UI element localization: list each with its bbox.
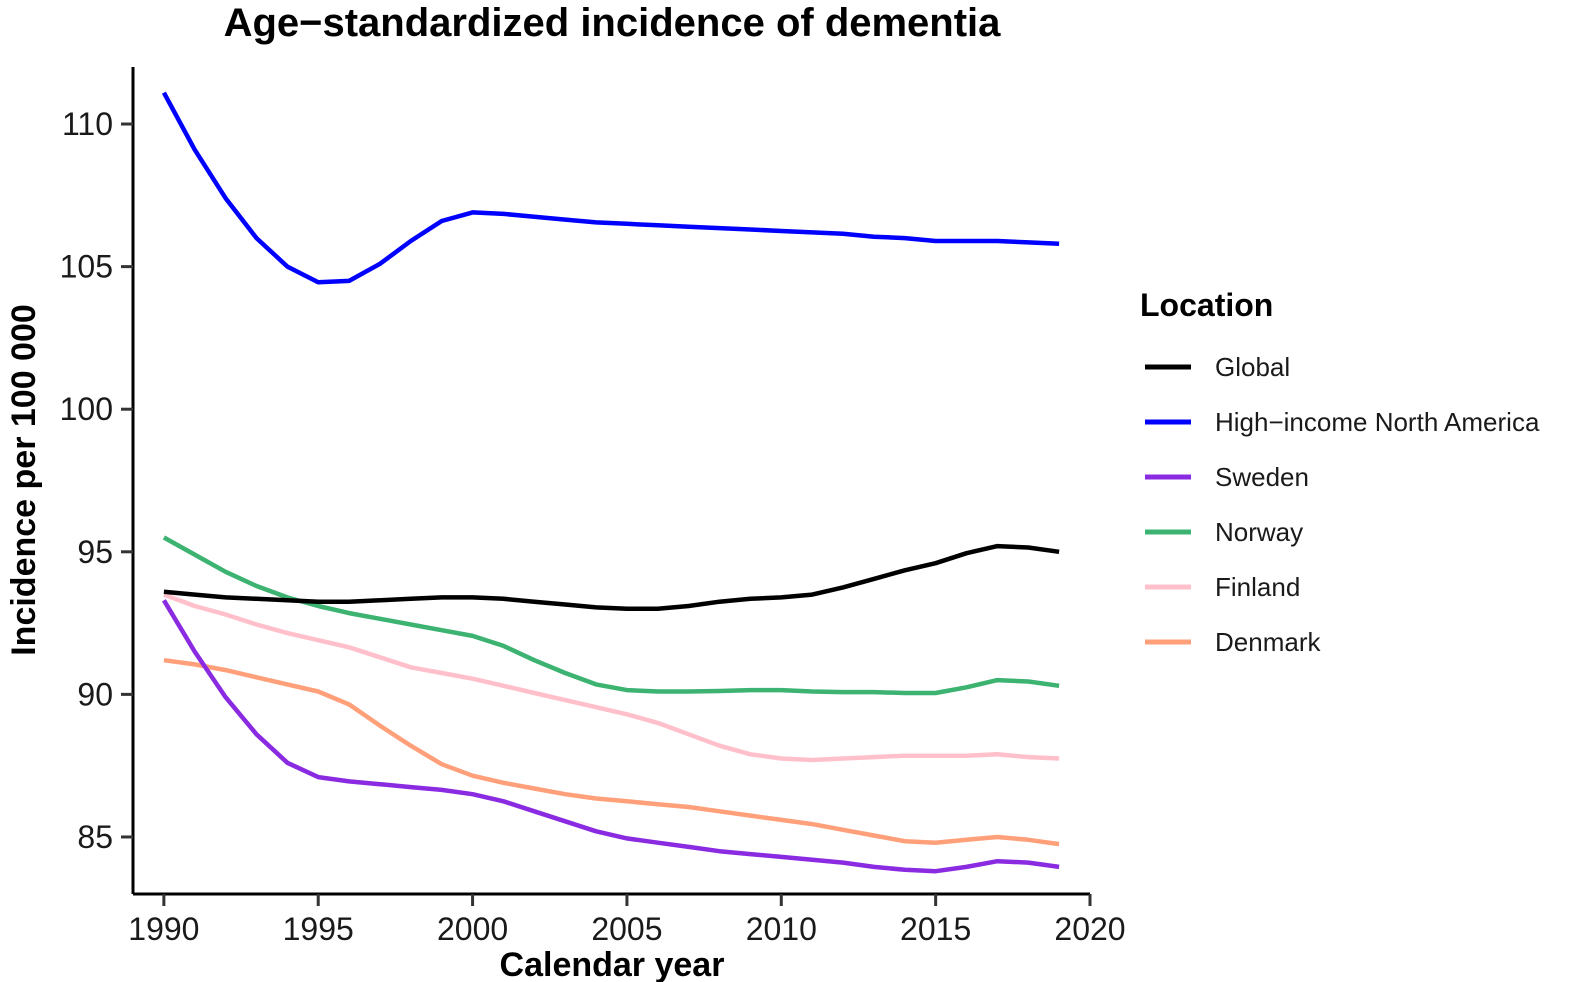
series-line-high-income-north-america — [161, 91, 1060, 285]
x-tick-label: 1995 — [283, 911, 354, 947]
y-tick-label: 90 — [77, 676, 113, 712]
series-line-denmark — [163, 657, 1060, 847]
legend-label-global: Global — [1215, 352, 1290, 382]
legend-title: Location — [1140, 287, 1273, 323]
y-tick-label: 100 — [60, 391, 113, 427]
series-lines — [161, 91, 1060, 874]
x-tick-label: 2010 — [746, 911, 817, 947]
legend-items: Global High−income North America Sweden Nor… — [1145, 352, 1540, 657]
x-tick-label: 2020 — [1054, 911, 1125, 947]
y-tick-label: 95 — [77, 534, 113, 570]
series-line-global — [163, 543, 1060, 612]
legend-label-finland: Finland — [1215, 572, 1300, 602]
legend: Location Global High−income North America… — [1140, 287, 1540, 657]
x-tick-label: 1990 — [128, 911, 199, 947]
series-line-sweden — [161, 599, 1060, 874]
x-axis-ticks: 1990 1995 2000 2005 2010 2015 2020 — [128, 894, 1126, 947]
series-line-norway — [162, 535, 1060, 696]
x-axis-title: Calendar year — [500, 946, 725, 982]
series-line-finland — [163, 592, 1060, 763]
y-tick-label: 85 — [77, 819, 113, 855]
plot-area: 1990 1995 2000 2005 2010 2015 2020 85 90 95 100 10… — [60, 67, 1126, 947]
legend-label-high-income-north-america: High−income North America — [1215, 407, 1540, 437]
y-tick-label: 110 — [62, 106, 113, 142]
legend-label-sweden: Sweden — [1215, 462, 1309, 492]
x-tick-label: 2015 — [900, 911, 971, 947]
chart-title: Age−standardized incidence of dementia — [224, 1, 1002, 45]
legend-label-norway: Norway — [1215, 517, 1303, 547]
legend-label-denmark: Denmark — [1215, 627, 1321, 657]
y-axis-title: Incidence per 100 000 — [5, 304, 43, 656]
y-axis-ticks: 85 90 95 100 105 110 — [60, 106, 133, 855]
y-tick-label: 105 — [60, 249, 113, 285]
x-tick-label: 2000 — [437, 911, 508, 947]
x-tick-label: 2005 — [591, 911, 662, 947]
